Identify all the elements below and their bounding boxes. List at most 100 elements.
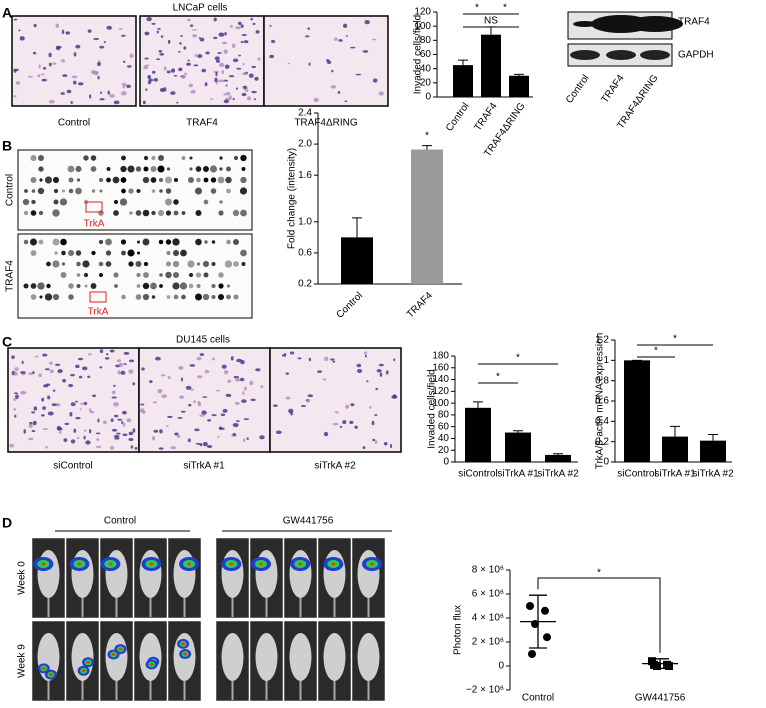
cell <box>187 18 191 22</box>
spot <box>114 284 118 288</box>
cell <box>307 27 311 30</box>
cell <box>97 75 100 80</box>
cell <box>362 446 366 450</box>
cell <box>307 394 314 398</box>
cell <box>240 24 244 28</box>
spot <box>44 293 53 301</box>
y-tick-label: 0 <box>498 661 504 672</box>
cell <box>332 422 339 426</box>
cell <box>199 353 205 356</box>
spot <box>233 294 239 300</box>
cell <box>243 85 247 89</box>
cell <box>87 29 92 33</box>
panel-label: C <box>2 334 12 350</box>
spot <box>226 239 231 245</box>
cell <box>176 434 181 438</box>
y-tick-label: −2 × 10⁶ <box>466 685 504 696</box>
cell <box>197 54 203 59</box>
mouse <box>255 633 278 681</box>
spot <box>128 188 134 194</box>
cell <box>153 78 159 82</box>
signal <box>86 660 91 664</box>
spot <box>157 209 165 217</box>
spot <box>136 240 141 244</box>
cell <box>366 380 369 383</box>
cell <box>178 366 184 370</box>
cell <box>238 54 242 57</box>
spot <box>211 261 216 267</box>
spot <box>196 262 201 266</box>
error-bar <box>514 73 524 76</box>
cell <box>232 98 235 101</box>
cell <box>177 416 183 419</box>
spot <box>75 250 82 256</box>
cell <box>99 91 103 94</box>
cell <box>73 428 77 433</box>
cell <box>375 387 379 391</box>
cell <box>144 57 149 60</box>
spot <box>119 198 128 206</box>
spot <box>218 283 224 289</box>
spot <box>38 166 44 172</box>
spot <box>68 283 74 289</box>
cell <box>116 432 121 435</box>
spot <box>98 210 104 216</box>
signal <box>149 662 154 666</box>
spot <box>143 166 149 172</box>
spot <box>84 284 88 288</box>
cell <box>179 395 185 399</box>
cell <box>146 17 152 22</box>
y-tick-label: 0.6 <box>595 396 609 407</box>
cell <box>170 68 176 73</box>
error-bar <box>529 594 547 649</box>
cell <box>156 30 159 34</box>
spot <box>226 188 231 194</box>
spot <box>90 166 97 172</box>
bar <box>509 75 529 97</box>
spot <box>31 199 36 205</box>
spot <box>135 294 142 300</box>
cell <box>356 363 362 368</box>
cell <box>214 56 220 61</box>
image-title: LNCaP cells <box>173 3 228 14</box>
y-tick-label: 40 <box>438 433 450 444</box>
cell <box>190 89 196 94</box>
spot <box>179 282 188 290</box>
spot <box>142 209 150 217</box>
cell <box>332 360 336 363</box>
cell <box>376 369 382 373</box>
cell <box>236 358 242 363</box>
cell <box>159 53 165 56</box>
signal <box>183 652 188 656</box>
signal <box>77 562 82 566</box>
spot <box>52 293 60 301</box>
cell <box>132 382 136 386</box>
cell <box>158 50 163 53</box>
y-tick-label: 120 <box>432 386 449 397</box>
x-tick-label: siControl <box>617 469 656 480</box>
mouse <box>71 550 94 598</box>
spot <box>172 282 180 290</box>
cell <box>229 24 233 28</box>
cell <box>190 24 194 28</box>
error-bar <box>473 401 483 408</box>
spot <box>204 240 208 244</box>
spot <box>120 165 127 173</box>
y-tick-label: 4 × 10⁶ <box>472 613 504 624</box>
cell <box>95 432 101 435</box>
cell <box>260 385 264 389</box>
cell <box>42 353 48 357</box>
cell <box>362 50 369 53</box>
image-label: siTrkA #2 <box>314 461 356 472</box>
cell <box>97 61 101 67</box>
bar <box>624 360 650 462</box>
cell <box>364 20 370 25</box>
cell <box>28 437 34 441</box>
cell <box>47 395 51 400</box>
spot <box>121 188 126 194</box>
cell <box>107 90 110 95</box>
bar <box>505 432 531 462</box>
spot <box>195 209 202 217</box>
spot <box>120 239 127 245</box>
cell <box>301 404 306 408</box>
